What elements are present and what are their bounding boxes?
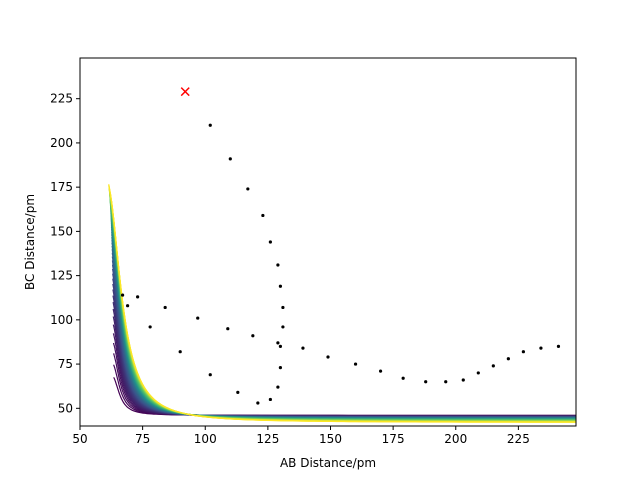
y-axis-ticks: 50 75 100 125 150 175 200 225: [50, 92, 80, 415]
trajectory-point: [125, 304, 130, 308]
start-marker: [180, 87, 190, 97]
trajectory-point: [268, 397, 272, 402]
trajectory-point: [301, 346, 305, 350]
trajectory-point: [506, 357, 510, 361]
x-tick-label: 75: [135, 432, 150, 446]
plot-frame: [79, 57, 577, 427]
trajectory-point: [401, 376, 405, 380]
trajectory-point: [444, 380, 448, 384]
y-tick-label: 75: [58, 357, 73, 371]
trajectory-point: [228, 157, 232, 161]
trajectory-point: [148, 325, 152, 329]
trajectory-point: [276, 263, 280, 267]
start-marker-layer: [180, 87, 190, 97]
contour-line: [108, 184, 576, 423]
y-tick-label: 50: [58, 401, 73, 415]
trajectory-point: [120, 293, 125, 297]
x-tick-label: 50: [72, 432, 87, 446]
trajectory-point: [163, 305, 167, 310]
x-tick-label: 175: [382, 432, 405, 446]
trajectory-point: [278, 366, 283, 370]
trajectory-point: [476, 371, 480, 375]
trajectory-point: [196, 316, 200, 320]
contour-lines: [108, 184, 576, 423]
trajectory-point: [556, 344, 561, 348]
y-tick-label: 100: [50, 313, 73, 327]
trajectory-point: [268, 240, 272, 244]
trajectory-point: [379, 369, 383, 373]
trajectory-point: [461, 378, 465, 382]
x-tick-label: 200: [444, 432, 467, 446]
trajectory-point: [208, 373, 212, 377]
x-tick-label: 125: [256, 432, 279, 446]
trajectory-point: [326, 355, 330, 359]
x-tick-label: 225: [507, 432, 530, 446]
trajectory-point: [281, 305, 285, 310]
y-tick-label: 200: [50, 136, 73, 150]
trajectory-point: [236, 390, 240, 394]
trajectory-point: [278, 344, 283, 348]
trajectory-point: [251, 334, 255, 338]
trajectory-point: [261, 213, 265, 218]
trajectory-point: [539, 346, 543, 350]
trajectory-point: [256, 401, 260, 405]
trajectory-point: [136, 295, 140, 299]
y-axis-label: BC Distance/pm: [23, 194, 37, 290]
trajectory-point: [208, 123, 212, 127]
trajectory-point: [276, 341, 280, 345]
y-tick-label: 225: [50, 92, 73, 106]
x-tick-label: 100: [194, 432, 217, 446]
y-tick-label: 150: [50, 224, 73, 238]
y-tick-label: 125: [50, 269, 73, 283]
trajectory-point: [278, 284, 283, 288]
x-axis-ticks: 50 75 100 125 150 175 200 225: [72, 426, 530, 446]
x-tick-label: 150: [319, 432, 342, 446]
trajectory-point: [521, 350, 525, 354]
trajectory-point: [353, 362, 358, 366]
y-tick-label: 175: [50, 180, 73, 194]
trajectory-point: [246, 187, 250, 191]
trajectory-point: [226, 327, 230, 331]
trajectory-point: [491, 364, 495, 368]
trajectory-point: [178, 350, 182, 354]
x-axis-label: AB Distance/pm: [280, 456, 376, 470]
trajectory-points: [120, 123, 561, 405]
trajectory-point: [424, 380, 428, 384]
trajectory-point: [276, 385, 280, 389]
trajectory-point: [281, 325, 285, 329]
